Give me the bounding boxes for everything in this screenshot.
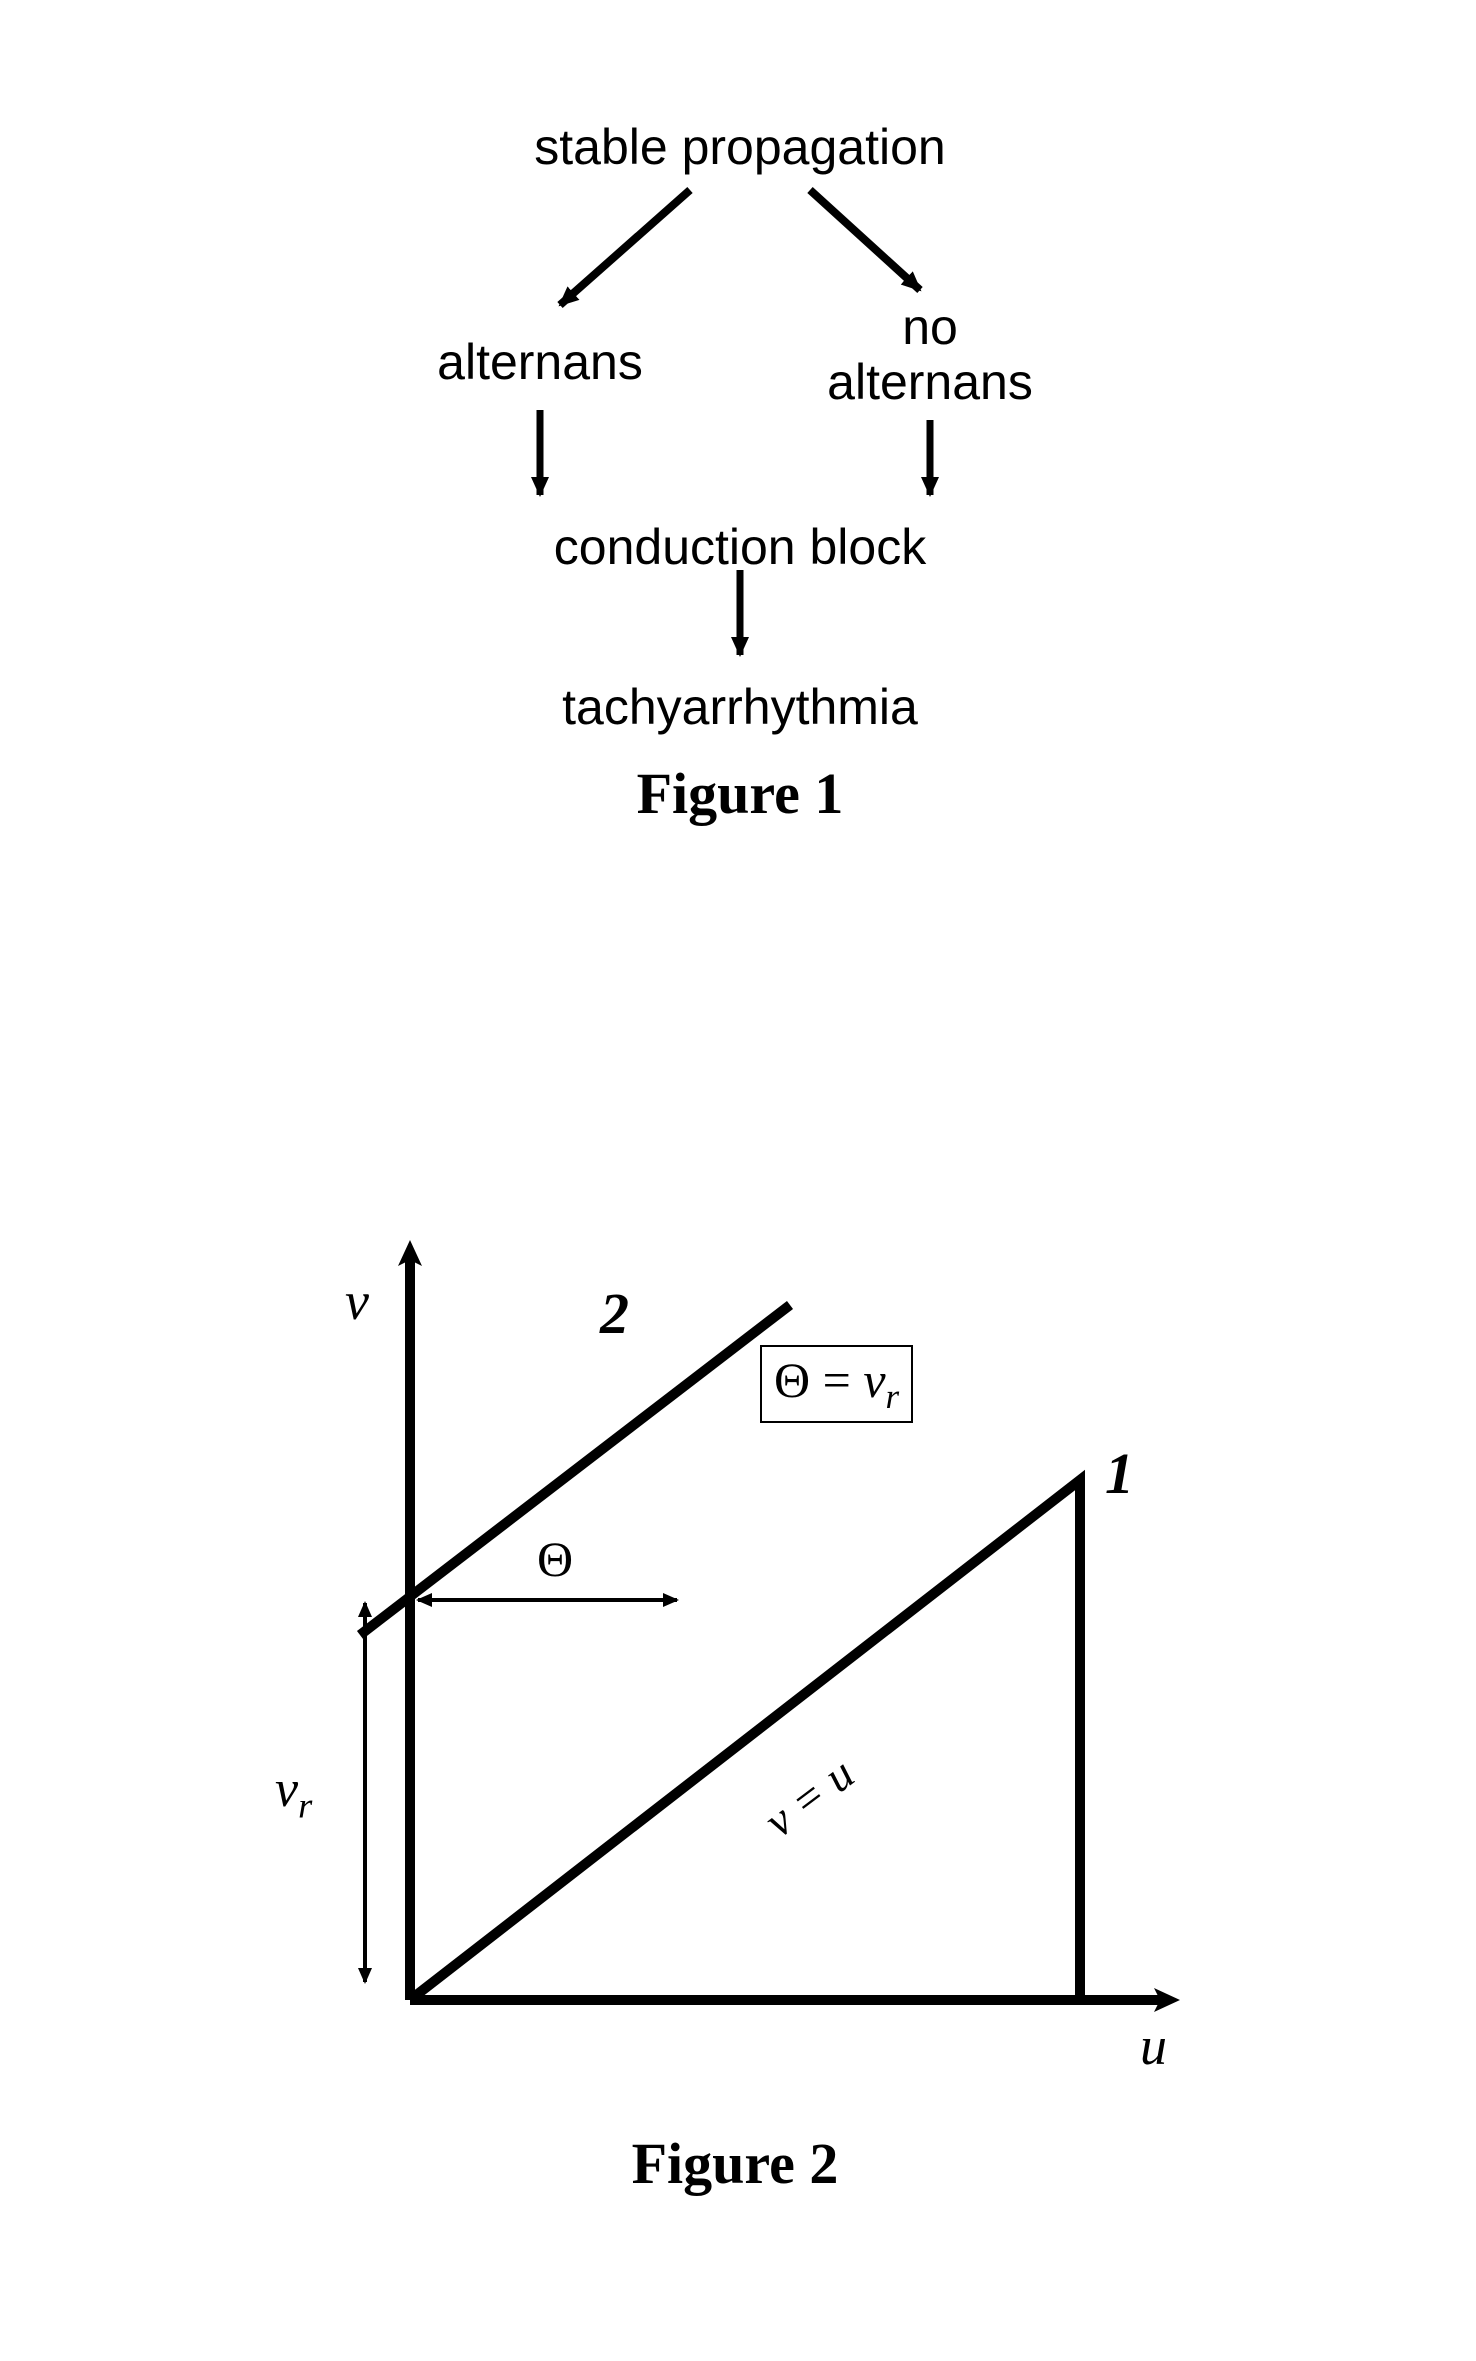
page: stable propagation alternans no alternan… (0, 0, 1476, 2361)
node-no-alternans-line2: alternans (827, 355, 1033, 410)
theta-label: Θ (537, 1530, 573, 1588)
figure-2-plot (260, 1200, 1210, 2100)
y-axis-label: v (345, 1270, 369, 1332)
curve-1-label: 1 (1105, 1440, 1134, 1507)
node-stable-propagation: stable propagation (534, 120, 945, 175)
figure-1-arrows (340, 120, 1140, 740)
node-alternans: alternans (437, 335, 643, 390)
theta-vr-box: Θ = vr (760, 1345, 913, 1423)
node-tachyarrhythmia: tachyarrhythmia (562, 680, 918, 735)
figure-1-caption: Figure 1 (637, 760, 844, 827)
curve-2-label: 2 (600, 1280, 629, 1347)
node-no-alternans-line1: no (902, 300, 958, 355)
figure-2: u v Θ vr Θ = vr 1 2 v = u Figure 2 (260, 1200, 1210, 2200)
x-axis-label: u (1140, 2015, 1167, 2077)
node-conduction-block: conduction block (554, 520, 926, 575)
figure-2-caption: Figure 2 (632, 2130, 839, 2197)
vr-label: vr (275, 1760, 312, 1826)
